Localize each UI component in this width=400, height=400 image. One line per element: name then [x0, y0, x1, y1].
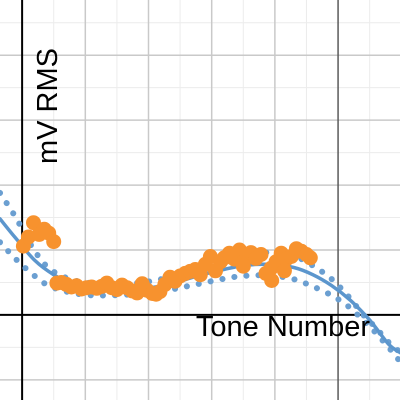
data-point [235, 258, 251, 274]
x-axis-label: Tone Number [196, 311, 370, 343]
data-points [15, 215, 318, 302]
y-axis-label: mV RMS [32, 48, 64, 164]
data-point [302, 250, 318, 266]
data-point [264, 273, 280, 288]
data-point [276, 263, 292, 279]
data-point [253, 247, 269, 262]
data-point [46, 234, 62, 250]
